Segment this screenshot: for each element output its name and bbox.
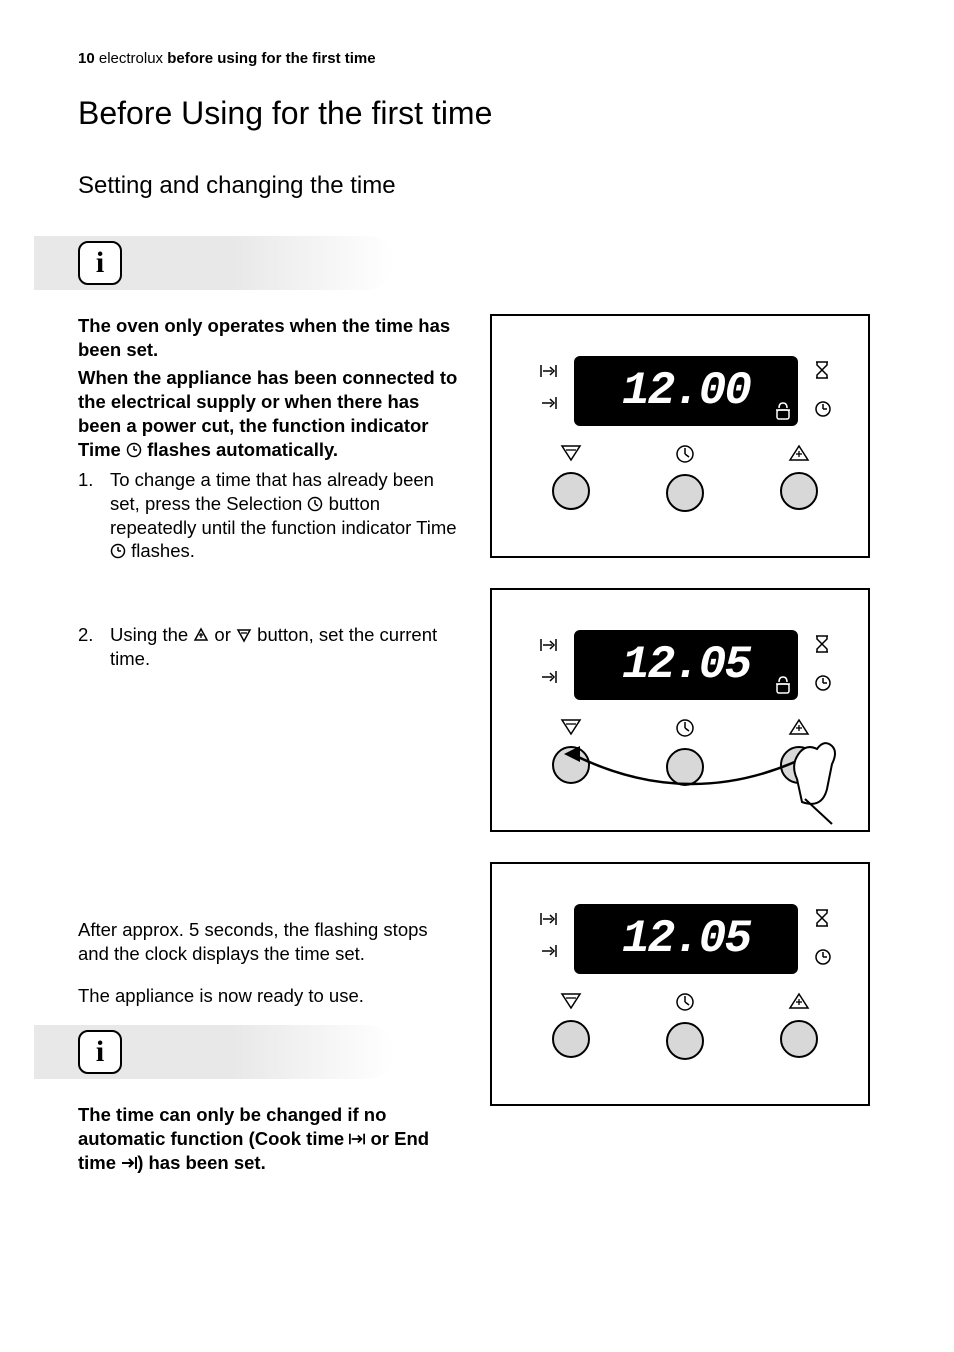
selection-clock-icon: [307, 496, 323, 512]
triangle-down-icon: [560, 444, 582, 462]
section-name: before using for the first time: [167, 50, 375, 67]
hourglass-icon: [814, 360, 830, 385]
lcd-time: 12.00: [622, 365, 750, 417]
triangle-down-icon: [560, 992, 582, 1010]
display-panel-1: 12.00: [490, 314, 870, 558]
down-button-group: [552, 444, 590, 512]
clock-icon: [814, 948, 832, 971]
up-button-group: [780, 444, 818, 512]
select-button[interactable]: [666, 1022, 704, 1060]
up-button[interactable]: [780, 1020, 818, 1058]
info-text-2: When the appliance has been connected to…: [78, 366, 458, 462]
step-2a: Using the: [110, 624, 193, 645]
info-3c: ) has been set.: [137, 1152, 266, 1173]
selection-clock-icon: [675, 992, 695, 1012]
section-title: Setting and changing the time: [78, 172, 876, 200]
selection-clock-icon: [675, 444, 695, 464]
step-1a: To change a time that has already been s…: [110, 469, 434, 514]
cooktime-icon: [540, 638, 558, 657]
step-2b: or: [209, 624, 236, 645]
lcd-display: 12.05: [574, 904, 798, 974]
info-icon: i: [78, 241, 122, 285]
down-button-group: [552, 992, 590, 1060]
info-callout: i: [78, 236, 438, 290]
step-1c: flashes.: [126, 540, 195, 561]
cooktime-icon: [349, 1131, 365, 1147]
brand-name: electrolux: [99, 50, 163, 67]
select-button-group: [666, 992, 704, 1060]
clock-icon: [126, 442, 142, 458]
page-header: 10 electrolux before using for the first…: [78, 50, 876, 67]
endtime-icon: [540, 944, 558, 963]
step-1: 1. To change a time that has already bee…: [78, 468, 458, 563]
step-2: 2. Using the or button, set the current …: [78, 623, 458, 670]
pressing-hand-icon: [542, 724, 842, 834]
cooktime-icon: [540, 912, 558, 931]
hourglass-icon: [814, 634, 830, 659]
cooktime-icon: [540, 364, 558, 383]
step-1-text: To change a time that has already been s…: [110, 468, 458, 563]
after-text-2: The appliance is now ready to use.: [78, 984, 458, 1008]
after-text-1: After approx. 5 seconds, the flashing st…: [78, 918, 458, 965]
endtime-icon: [121, 1155, 137, 1171]
down-button[interactable]: [552, 472, 590, 510]
info-icon: i: [78, 1030, 122, 1074]
clock-icon: [814, 400, 832, 423]
step-2-text: Using the or button, set the current tim…: [110, 623, 458, 670]
step-number: 2.: [78, 623, 110, 670]
info-callout: i: [78, 1025, 438, 1079]
lcd-time: 12.05: [622, 913, 750, 965]
up-button-group: [780, 992, 818, 1060]
info-text-2b: flashes automatically.: [142, 439, 338, 460]
step-number: 1.: [78, 468, 110, 563]
auto-pot-icon: [774, 400, 792, 422]
triangle-up-icon: [788, 444, 810, 462]
endtime-icon: [540, 670, 558, 689]
lcd-display: 12.05: [574, 630, 798, 700]
triangle-down-icon: [236, 627, 252, 643]
display-panel-2: 12.05: [490, 588, 870, 832]
endtime-icon: [540, 396, 558, 415]
auto-pot-icon: [774, 674, 792, 696]
triangle-up-icon: [193, 627, 209, 643]
info-3a: The time can only be changed if no autom…: [78, 1104, 386, 1149]
hourglass-icon: [814, 908, 830, 933]
down-button[interactable]: [552, 1020, 590, 1058]
info-text-3: The time can only be changed if no autom…: [78, 1103, 458, 1175]
select-button-group: [666, 444, 704, 512]
display-panel-3: 12.05: [490, 862, 870, 1106]
page-title: Before Using for the first time: [78, 95, 876, 132]
clock-icon: [110, 543, 126, 559]
lcd-display: 12.00: [574, 356, 798, 426]
info-text-1: The oven only operates when the time has…: [78, 314, 458, 362]
triangle-up-icon: [788, 992, 810, 1010]
select-button[interactable]: [666, 474, 704, 512]
lcd-time: 12.05: [622, 639, 750, 691]
clock-icon: [814, 674, 832, 697]
page-number: 10: [78, 50, 95, 67]
up-button[interactable]: [780, 472, 818, 510]
